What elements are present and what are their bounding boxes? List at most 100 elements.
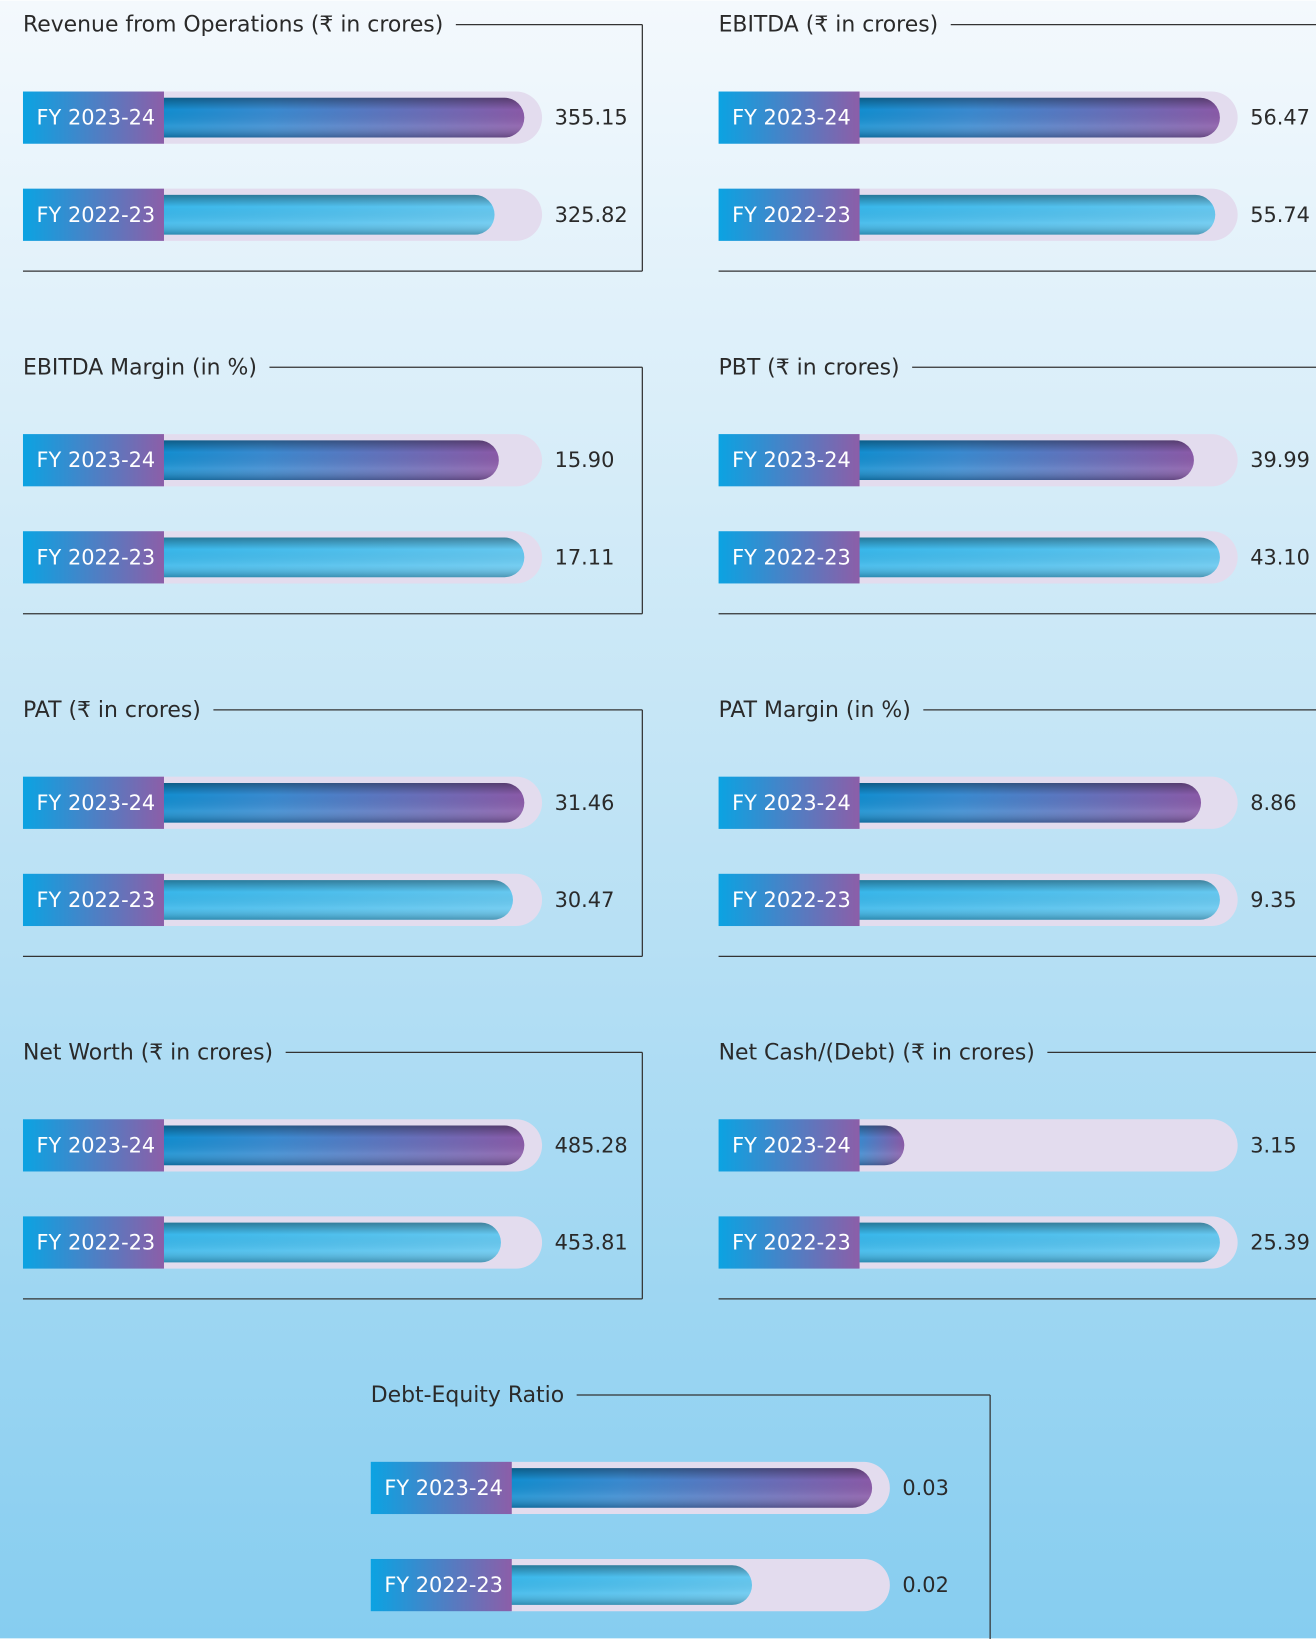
bar-shade — [833, 782, 1202, 823]
chart-title: Net Cash/(Debt) (₹ in crores) — [719, 1040, 1035, 1065]
chart-title: EBITDA Margin (in %) — [23, 355, 257, 380]
category-box — [718, 1119, 860, 1172]
category-box — [22, 1119, 164, 1172]
bar-shade — [137, 537, 525, 578]
bar-shade — [833, 537, 1220, 578]
category-label: FY 2023-24 — [37, 448, 156, 472]
category-box — [22, 873, 164, 927]
bar-shade — [137, 1125, 525, 1166]
value-label: 325.82 — [555, 203, 628, 227]
bar-track — [833, 1119, 1238, 1172]
bar-shade — [833, 440, 1194, 481]
bar-group — [137, 1222, 501, 1263]
value-label: 453.81 — [555, 1231, 628, 1255]
value-label: 0.02 — [902, 1573, 948, 1597]
value-label: 15.90 — [555, 448, 615, 472]
category-label: FY 2022-23 — [732, 545, 851, 569]
value-label: 39.99 — [1250, 448, 1310, 472]
category-box — [22, 776, 164, 829]
bar-group — [485, 1565, 752, 1605]
chart-title: Revenue from Operations (₹ in crores) — [23, 13, 443, 38]
bar-group — [137, 537, 525, 578]
bar-group — [833, 194, 1216, 235]
bar-group — [485, 1468, 873, 1508]
category-box — [718, 1216, 860, 1269]
value-label: 56.47 — [1250, 106, 1310, 130]
category-label: FY 2022-23 — [384, 1573, 503, 1597]
bar-group — [137, 880, 513, 920]
bar-group — [833, 1222, 1220, 1263]
bar-group — [137, 194, 495, 235]
category-label: FY 2022-23 — [732, 203, 851, 227]
category-box — [22, 434, 164, 487]
value-label: 9.35 — [1250, 888, 1296, 912]
bar-shade — [137, 97, 525, 138]
category-label: FY 2023-24 — [732, 106, 851, 130]
bar-group — [137, 97, 525, 138]
chart-title: EBITDA (₹ in crores) — [719, 13, 939, 38]
category-label: FY 2023-24 — [37, 1133, 156, 1157]
bar-group — [833, 537, 1220, 578]
value-label: 17.11 — [555, 545, 615, 569]
bar-shade — [137, 194, 495, 235]
category-label: FY 2022-23 — [37, 203, 156, 227]
bar-shade — [137, 880, 513, 920]
category-label: FY 2022-23 — [37, 888, 156, 912]
category-box — [370, 1461, 512, 1515]
category-box — [22, 1216, 164, 1269]
chart-title: PBT (₹ in crores) — [719, 355, 900, 380]
chart-title: Net Worth (₹ in crores) — [23, 1040, 273, 1065]
bar-shade — [485, 1468, 873, 1508]
value-label: 485.28 — [555, 1133, 628, 1157]
category-box — [22, 91, 164, 144]
bar-shade — [485, 1565, 752, 1605]
category-box — [718, 188, 860, 241]
category-box — [22, 188, 164, 241]
value-label: 31.46 — [555, 791, 615, 815]
value-label: 30.47 — [555, 888, 615, 912]
value-label: 355.15 — [555, 106, 628, 130]
bar-shade — [137, 1222, 501, 1263]
bar-group — [137, 440, 499, 481]
category-box — [370, 1558, 512, 1612]
value-label: 55.74 — [1250, 203, 1310, 227]
category-label: FY 2022-23 — [37, 1231, 156, 1255]
value-label: 25.39 — [1250, 1231, 1310, 1255]
bar-group — [833, 97, 1220, 138]
category-label: FY 2023-24 — [37, 106, 156, 130]
category-label: FY 2023-24 — [732, 448, 851, 472]
bar-shade — [833, 194, 1216, 235]
bar-group — [137, 1125, 525, 1166]
bar-group — [833, 880, 1220, 920]
value-label: 0.03 — [902, 1476, 948, 1500]
value-label: 43.10 — [1250, 545, 1310, 569]
category-box — [718, 434, 860, 487]
bar-group — [137, 782, 525, 823]
bar-shade — [137, 782, 525, 823]
category-label: FY 2023-24 — [732, 1133, 851, 1157]
category-label: FY 2022-23 — [732, 888, 851, 912]
category-box — [718, 91, 860, 144]
chart-title: PAT (₹ in crores) — [23, 698, 201, 723]
bar-group — [833, 782, 1202, 823]
value-label: 3.15 — [1250, 1133, 1296, 1157]
category-box — [718, 531, 860, 584]
bar-group — [833, 440, 1194, 481]
category-label: FY 2023-24 — [732, 791, 851, 815]
chart-title: Debt-Equity Ratio — [371, 1383, 564, 1408]
category-label: FY 2022-23 — [732, 1231, 851, 1255]
bar-shade — [833, 880, 1220, 920]
category-label: FY 2023-24 — [384, 1476, 503, 1500]
category-label: FY 2023-24 — [37, 791, 156, 815]
category-box — [718, 776, 860, 829]
value-label: 8.86 — [1250, 791, 1296, 815]
category-label: FY 2022-23 — [37, 545, 156, 569]
bar-shade — [137, 440, 499, 481]
category-box — [22, 531, 164, 584]
chart-title: PAT Margin (in %) — [719, 698, 911, 723]
bar-shade — [833, 1222, 1220, 1263]
category-box — [718, 873, 860, 927]
bar-shade — [833, 97, 1220, 138]
